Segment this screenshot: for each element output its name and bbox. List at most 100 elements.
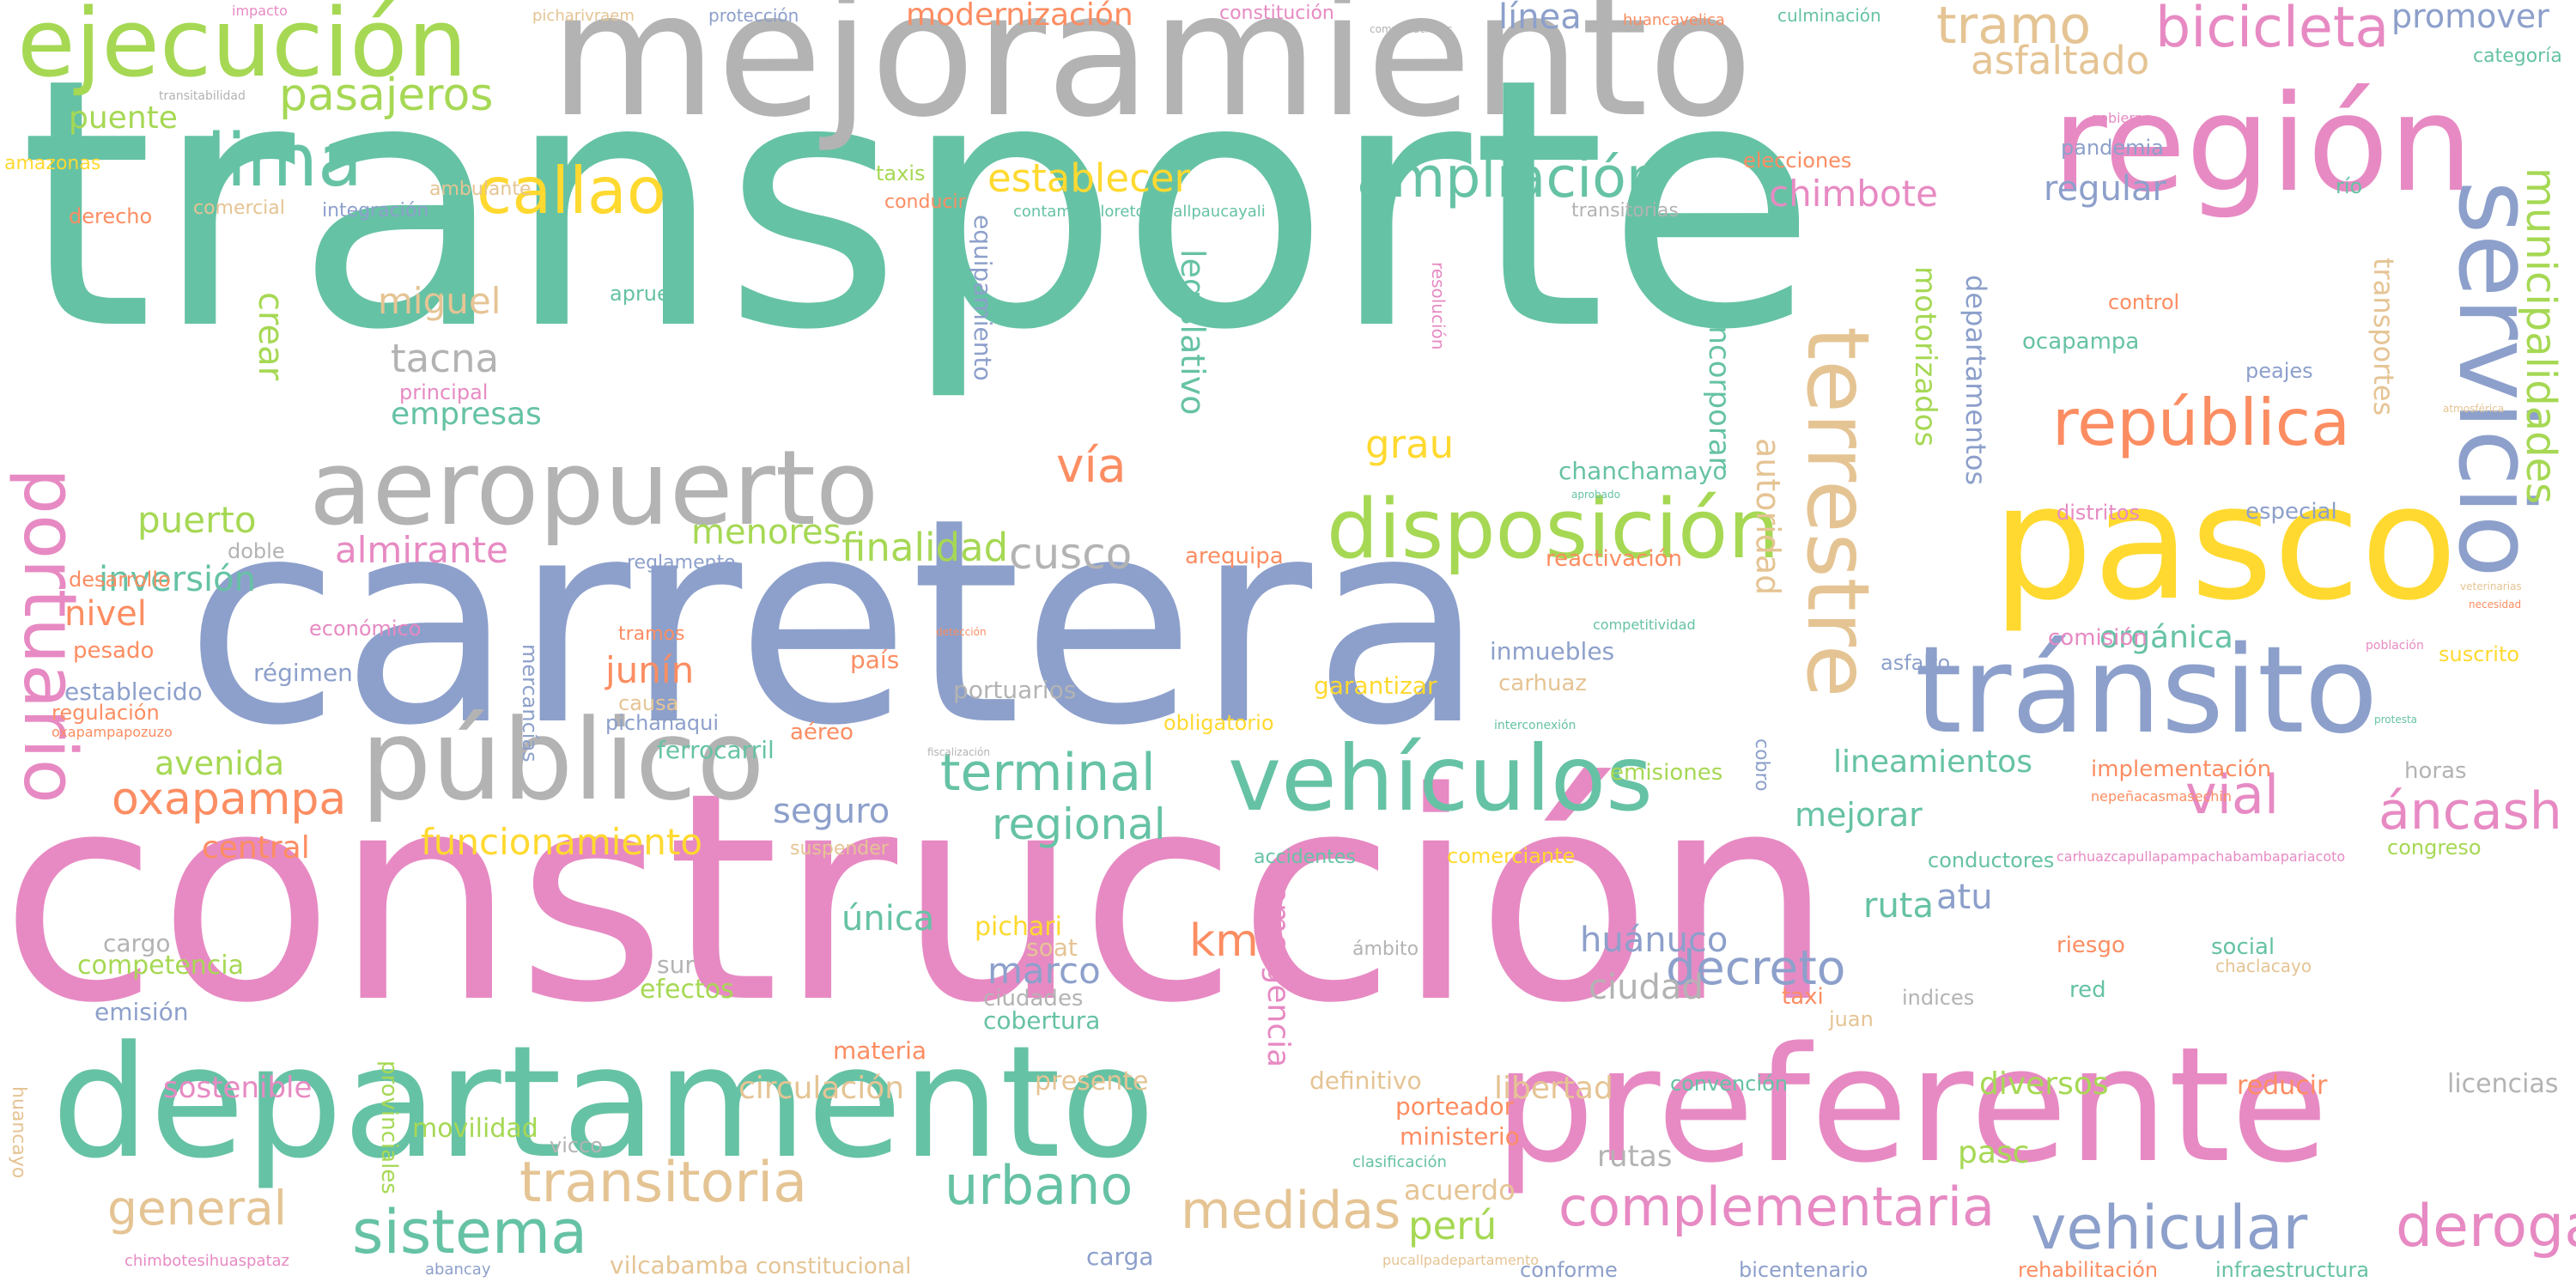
word-taxi: taxi	[1782, 984, 1824, 1010]
word-impacto: impacto	[232, 3, 288, 19]
word-emisiones: emisiones	[1610, 760, 1723, 786]
word-nepenacasma: nepeñacasmasechin	[2091, 788, 2232, 805]
word-cobertura: cobertura	[983, 1006, 1101, 1035]
word-pesado: pesado	[73, 638, 155, 664]
word-ancash: áncash	[2379, 781, 2562, 841]
word-constitucional: constitucional	[756, 1254, 912, 1279]
word-indices: indices	[1902, 986, 1975, 1010]
word-ciudad: ciudad	[1589, 968, 1704, 1007]
word-chaclacayo: chaclacayo	[2215, 956, 2312, 976]
word-distritos: distritos	[2057, 501, 2140, 525]
word-bicicleta: bicicleta	[2155, 0, 2390, 60]
word-fiscalizacion: fiscalización	[927, 746, 990, 758]
word-garantizar: garantizar	[1314, 671, 1437, 700]
word-region: región	[2052, 66, 2474, 222]
word-amazonas: amazonas	[4, 153, 101, 174]
word-aprobado: aprobado	[1571, 489, 1620, 501]
word-callao: callao	[477, 153, 666, 228]
word-efectos: efectos	[640, 975, 734, 1005]
word-modernizacion: modernización	[906, 0, 1133, 33]
word-elecciones: elecciones	[1743, 149, 1852, 173]
word-regular: regular	[2044, 169, 2166, 209]
word-ampliacion: ampliación	[1357, 146, 1662, 210]
word-tramos: tramos	[618, 623, 685, 645]
word-via: vía	[1056, 438, 1127, 493]
word-picharivraem: picharivraem	[532, 7, 635, 25]
word-huancayo: huancayo	[8, 1086, 29, 1179]
word-constitucion: constitución	[1219, 3, 1334, 24]
word-rutas: rutas	[1597, 1139, 1673, 1174]
word-suscrito: suscrito	[2439, 642, 2520, 666]
word-mejoramiento: mejoramiento	[550, 0, 1753, 155]
word-comercial: comercial	[193, 197, 285, 219]
word-vicco: vicco	[550, 1133, 603, 1157]
word-necesidad: necesidad	[2469, 598, 2522, 611]
word-ambito: ámbito	[1352, 939, 1419, 960]
word-tacna: tacna	[391, 336, 500, 381]
word-km: km	[1189, 915, 1259, 967]
word-inversion: inversión	[99, 560, 256, 599]
word-ferrocarril: ferrocarril	[657, 736, 775, 764]
word-contamana: contamanaloretopucallpaucayali	[1013, 203, 1266, 221]
word-conducir: conducir	[884, 191, 966, 213]
word-portuario: portuario	[7, 468, 92, 804]
word-taxis: taxis	[876, 161, 926, 185]
word-clasificacion: clasificación	[1352, 1153, 1447, 1171]
word-reglamento: reglamento	[627, 552, 736, 574]
word-publico: público	[361, 695, 765, 825]
word-atmosferica: atmosférica	[2443, 403, 2505, 415]
word-carga: carga	[1086, 1242, 1154, 1271]
word-porteador: porteador	[1395, 1092, 1515, 1121]
word-equipamiento: equipamiento	[969, 215, 997, 381]
word-regional: regional	[992, 799, 1166, 849]
word-culminacion: culminación	[1777, 5, 1881, 26]
word-servicio: servicio	[2435, 180, 2555, 578]
word-chimbote: chimbote	[1769, 173, 1938, 215]
word-movilidad: movilidad	[412, 1114, 538, 1144]
word-construccion: construcción	[0, 732, 1835, 1066]
word-accidentes: accidentes	[1254, 847, 1356, 868]
word-rehabilitacion: rehabilitación	[2018, 1258, 2159, 1282]
word-aeropuerto: aeropuerto	[309, 429, 879, 549]
word-urbano: urbano	[945, 1154, 1133, 1217]
word-licencias: licencias	[2447, 1069, 2559, 1099]
word-vehicular: vehicular	[2031, 1193, 2308, 1263]
word-acuerdo: acuerdo	[1404, 1174, 1516, 1206]
word-sostenible: sostenible	[163, 1071, 313, 1105]
word-transporte: transporte	[19, 6, 1818, 405]
word-proteccion: protección	[708, 5, 799, 26]
word-menores: menores	[691, 513, 841, 552]
word-pichari: pichari	[975, 912, 1062, 942]
word-emision: emisión	[94, 998, 189, 1026]
word-nivel: nivel	[64, 594, 147, 634]
word-economico: económico	[309, 617, 422, 641]
word-chanchamayo: chanchamayo	[1558, 457, 1728, 485]
word-transitoria: transitoria	[519, 1151, 808, 1215]
word-cobro: cobro	[1751, 738, 1772, 792]
word-especial: especial	[2245, 499, 2337, 525]
word-pasco: pasco	[1992, 450, 2458, 635]
word-pasajeros: pasajeros	[279, 70, 494, 121]
word-conforme: conforme	[1520, 1258, 1618, 1282]
word-sur: sur	[657, 951, 695, 979]
word-deteccion: detección	[936, 626, 987, 638]
word-junin: junín	[605, 649, 695, 691]
word-vilcabamba: vilcabamba	[610, 1251, 749, 1279]
word-soat: soat	[1026, 933, 1078, 962]
word-abancay: abancay	[425, 1261, 491, 1279]
word-ambulante: ambulante	[429, 179, 532, 200]
word-emergencia: emergencia	[1261, 884, 1296, 1068]
word-red: red	[2069, 977, 2106, 1003]
word-sistema: sistema	[352, 1197, 587, 1267]
word-ciudades: ciudades	[983, 986, 1084, 1012]
word-diversos: diversos	[1979, 1066, 2109, 1102]
word-empresas: empresas	[391, 397, 542, 432]
word-finalidad: finalidad	[841, 525, 1009, 570]
word-ruta: ruta	[1863, 886, 1934, 926]
word-resolucion: resolución	[1428, 262, 1449, 350]
word-social: social	[2211, 934, 2275, 960]
word-comerciante: comerciante	[1447, 844, 1576, 868]
word-ejecucion: ejecución	[17, 0, 468, 98]
word-miguel: miguel	[378, 280, 501, 322]
